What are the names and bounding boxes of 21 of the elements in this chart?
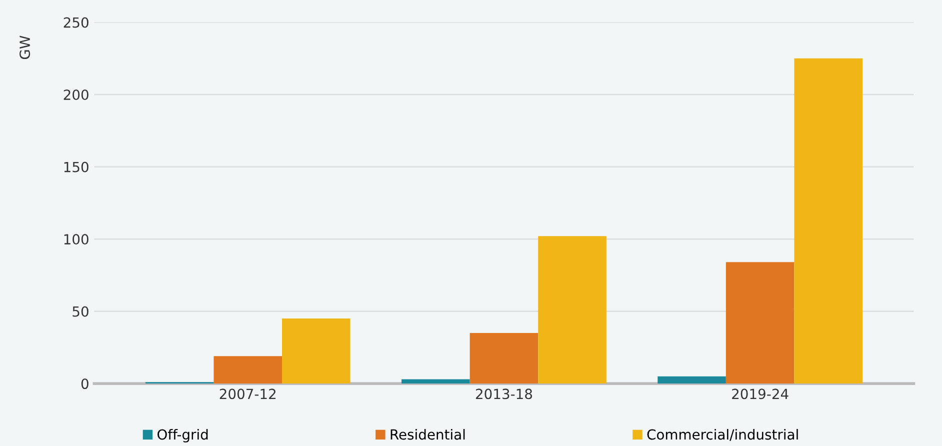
y-tick-label: 0	[81, 378, 88, 390]
bar	[658, 376, 726, 384]
bar	[538, 236, 606, 384]
legend-label: Commercial/industrial	[647, 428, 798, 441]
y-tick-label: 100	[64, 234, 88, 245]
x-tick-label: 2007-12	[220, 388, 276, 400]
y-tick-label: 150	[64, 162, 88, 172]
y-tick-label: 200	[64, 90, 88, 100]
bar	[726, 262, 794, 384]
x-tick-label: 2019-24	[732, 388, 788, 400]
y-axis-title: GW	[20, 36, 30, 60]
bar	[470, 332, 538, 384]
y-tick-label: 250	[64, 17, 88, 28]
bar	[794, 58, 863, 384]
legend-label: Off-grid	[158, 428, 208, 442]
bar	[214, 356, 282, 384]
legend-label: Residential	[390, 428, 465, 440]
bar	[282, 318, 350, 384]
bar	[402, 379, 470, 384]
y-tick-label: 50	[72, 306, 88, 317]
x-tick-label: 2013-18	[476, 388, 532, 400]
